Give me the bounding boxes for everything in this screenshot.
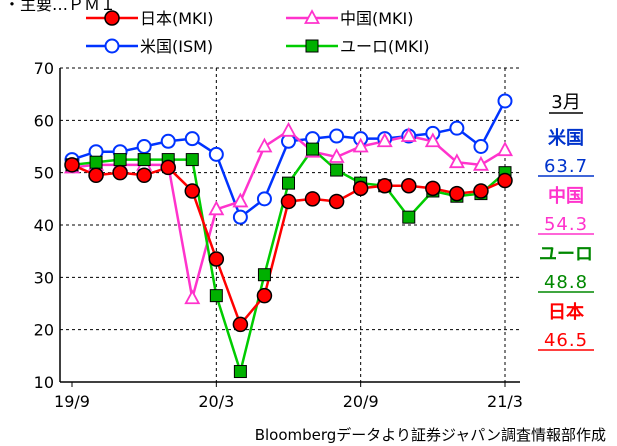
legend-entry-2: 米国(ISM) <box>86 37 213 56</box>
data-point-japan <box>304 191 321 207</box>
legend-label: ユーロ(MKI) <box>340 37 430 56</box>
data-point-us <box>184 131 200 147</box>
series-line-1 <box>71 129 506 299</box>
legend-entry-3: ユーロ(MKI) <box>286 37 430 56</box>
data-point-japan <box>136 167 152 184</box>
x-tick-label: 19/9 <box>54 392 90 411</box>
x-tick-label: 20/3 <box>198 392 234 411</box>
x-tick-label: 20/9 <box>343 392 379 411</box>
data-point-china <box>352 137 369 153</box>
data-point-japan <box>208 251 225 267</box>
legend-marker <box>104 38 120 54</box>
side-name-0: 米国 <box>548 127 584 149</box>
side-value-1: 54.3 <box>544 214 588 235</box>
header-fragment: ・主要…ＰＭＩ <box>4 0 116 14</box>
data-point-euro <box>89 155 103 169</box>
side-value-2: 48.8 <box>544 272 588 293</box>
data-point-japan <box>473 183 489 199</box>
data-point-euro <box>330 163 344 177</box>
legend-label: 米国(ISM) <box>140 37 213 56</box>
data-point-us <box>329 128 345 144</box>
legend-label: 日本(MKI) <box>140 9 214 28</box>
side-name-2: ユーロ <box>539 244 593 265</box>
data-point-us <box>256 191 272 207</box>
y-tick-label: 10 <box>34 373 54 392</box>
data-point-japan <box>184 183 201 199</box>
data-point-us <box>281 133 296 149</box>
data-point-china <box>448 153 465 169</box>
data-point-china <box>472 155 489 171</box>
data-point-china <box>496 141 514 157</box>
source-credit: Bloombergデータより証券ジャパン調査情報部作成 <box>255 426 606 444</box>
data-point-euro <box>233 365 247 379</box>
data-point-japan <box>64 157 80 173</box>
data-point-japan <box>352 180 369 197</box>
series-markers <box>63 93 514 379</box>
data-point-japan <box>449 185 465 202</box>
side-value-0: 63.7 <box>544 156 588 177</box>
data-point-japan <box>328 193 345 210</box>
side-month-label: 3月 <box>551 92 580 113</box>
legend: 日本(MKI) 中国(MKI) 米国(ISM) ユーロ(MKI) <box>86 9 430 56</box>
data-point-euro <box>402 210 416 224</box>
legend-entry-1: 中国(MKI) <box>286 9 414 28</box>
data-point-euro <box>137 153 151 167</box>
data-point-japan <box>280 193 297 210</box>
y-tick-label: 20 <box>34 321 54 340</box>
data-point-us <box>136 139 152 154</box>
legend-marker <box>305 39 319 53</box>
plot-area: 10 20 30 40 50 60 70 19/9 20/3 20/9 21/3 <box>34 59 523 411</box>
data-point-china <box>328 148 345 163</box>
gridlines <box>59 67 520 383</box>
data-point-euro <box>113 153 127 167</box>
side-name-3: 日本 <box>548 301 584 323</box>
data-point-japan <box>256 287 273 304</box>
data-point-china <box>184 289 201 305</box>
data-point-us <box>232 209 248 225</box>
data-point-china <box>376 132 393 148</box>
data-point-euro <box>257 268 271 282</box>
x-tick-label: 21/3 <box>487 392 523 411</box>
data-point-euro <box>185 153 199 167</box>
data-point-us <box>449 120 465 136</box>
y-tick-label: 50 <box>34 164 54 183</box>
data-point-us <box>497 93 513 109</box>
data-point-euro <box>209 289 223 303</box>
data-point-us <box>473 139 489 154</box>
data-point-japan <box>88 167 104 184</box>
data-point-japan <box>425 180 441 197</box>
data-point-us <box>208 146 224 162</box>
x-axis: 19/9 20/3 20/9 21/3 <box>54 382 523 411</box>
data-point-japan <box>160 159 176 176</box>
y-axis: 10 20 30 40 50 60 70 <box>34 59 54 392</box>
data-point-china <box>208 200 225 216</box>
y-tick-label: 30 <box>34 268 54 287</box>
data-point-china <box>280 121 297 137</box>
data-point-euro <box>282 176 295 190</box>
data-point-china <box>232 192 249 208</box>
data-point-euro <box>306 142 320 156</box>
data-point-japan <box>112 164 128 181</box>
data-point-china <box>400 127 417 142</box>
y-tick-label: 40 <box>34 216 54 235</box>
legend-label: 中国(MKI) <box>340 9 414 28</box>
data-point-japan <box>232 316 249 333</box>
data-point-us <box>160 133 176 149</box>
y-tick-label: 70 <box>34 59 54 78</box>
data-point-japan <box>401 178 417 194</box>
data-point-japan <box>497 172 513 189</box>
legend-marker <box>104 10 120 26</box>
side-name-1: 中国 <box>548 185 584 207</box>
legend-marker <box>303 9 321 24</box>
data-point-china <box>424 132 441 148</box>
legend-entry-0: 日本(MKI) <box>86 9 214 28</box>
data-point-china <box>256 137 273 153</box>
y-tick-label: 60 <box>34 111 54 130</box>
side-value-3: 46.5 <box>544 330 588 351</box>
data-point-japan <box>376 178 393 194</box>
